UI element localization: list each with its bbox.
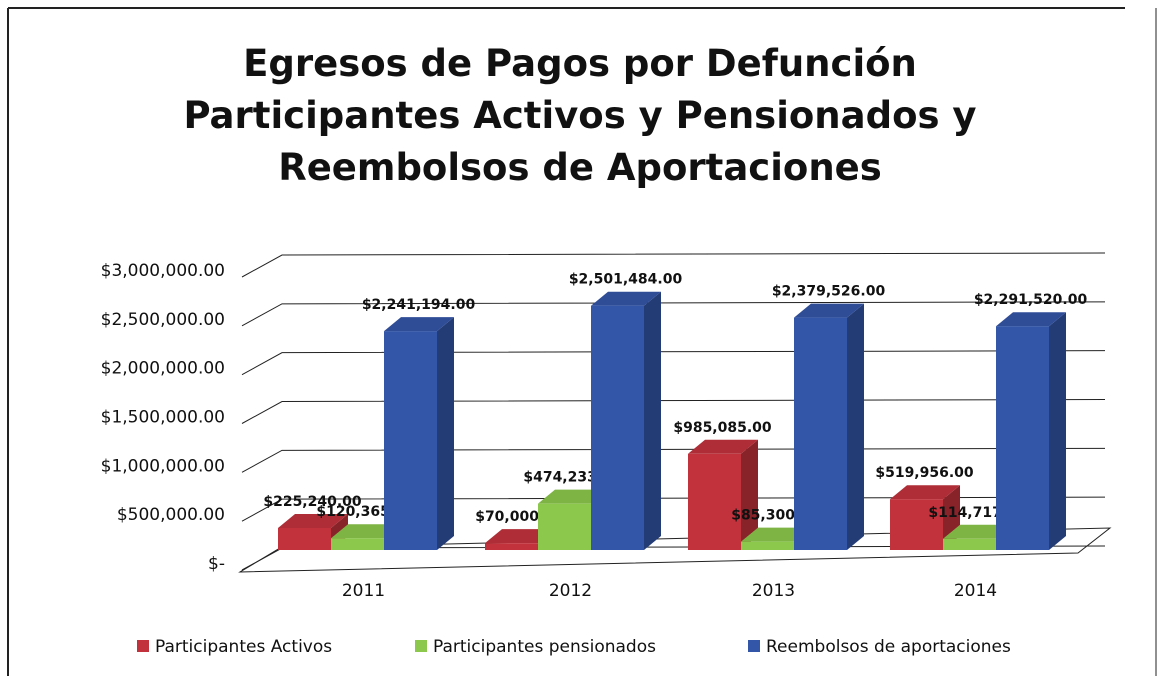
data-label: $2,241,194.00 [362,297,476,313]
bar-top [943,524,1013,539]
data-label: $225,240.00 [263,494,362,510]
grid-line [241,350,1106,376]
chart-title: Egresos de Pagos por Defunción Participa… [183,42,977,189]
bar-side [1049,312,1066,550]
grid-line [241,447,1106,473]
y-tick-label: $- [208,554,225,574]
y-tick-label: $500,000.00 [117,505,225,525]
x-tick-label: 2012 [549,581,592,601]
bar [741,541,794,550]
y-tick-label: $2,500,000.00 [101,310,225,330]
bar [278,528,331,550]
bar [996,326,1049,550]
data-label: $519,956.00 [875,465,974,481]
y-tick-label: $1,000,000.00 [101,456,225,476]
bar-top [890,485,960,500]
legend-swatch [137,640,149,652]
bar [384,331,437,550]
bar [591,305,644,550]
legend-label: Participantes pensionados [433,637,656,657]
data-label: $985,085.00 [673,420,772,436]
x-tick-label: 2014 [954,581,997,601]
bar-top [741,527,811,542]
bar-top [384,317,454,332]
bar [890,499,943,550]
grid-line [241,301,1106,327]
bar-side [437,317,454,550]
y-tick-label: $2,000,000.00 [101,359,225,379]
bar-top [794,303,864,318]
bar [794,317,847,550]
legend-swatch [415,640,427,652]
bar [943,538,996,550]
legend-swatch [748,640,760,652]
data-label: $2,501,484.00 [569,272,683,288]
x-tick-label: 2011 [342,581,385,601]
bar-top [591,291,661,306]
bar [331,538,384,550]
data-label: $2,291,520.00 [974,292,1088,308]
bar-side [644,291,661,550]
y-tick-label: $3,000,000.00 [101,261,225,281]
bar-top [331,524,401,539]
bar-side [741,439,758,550]
legend-label: Reembolsos de aportaciones [766,637,1011,657]
data-label: $2,379,526.00 [772,284,886,300]
legend-label: Participantes Activos [155,637,332,657]
bar [485,543,538,550]
x-tick-label: 2013 [752,581,795,601]
bar-top [688,439,758,454]
bar-top [485,529,555,544]
y-tick-label: $1,500,000.00 [101,408,225,428]
bar-top [996,312,1066,327]
bar-side [847,303,864,550]
bar [538,503,591,550]
bar [688,453,741,550]
bar-top [278,514,348,529]
grid-line [241,252,1106,278]
bar-top [538,489,608,504]
